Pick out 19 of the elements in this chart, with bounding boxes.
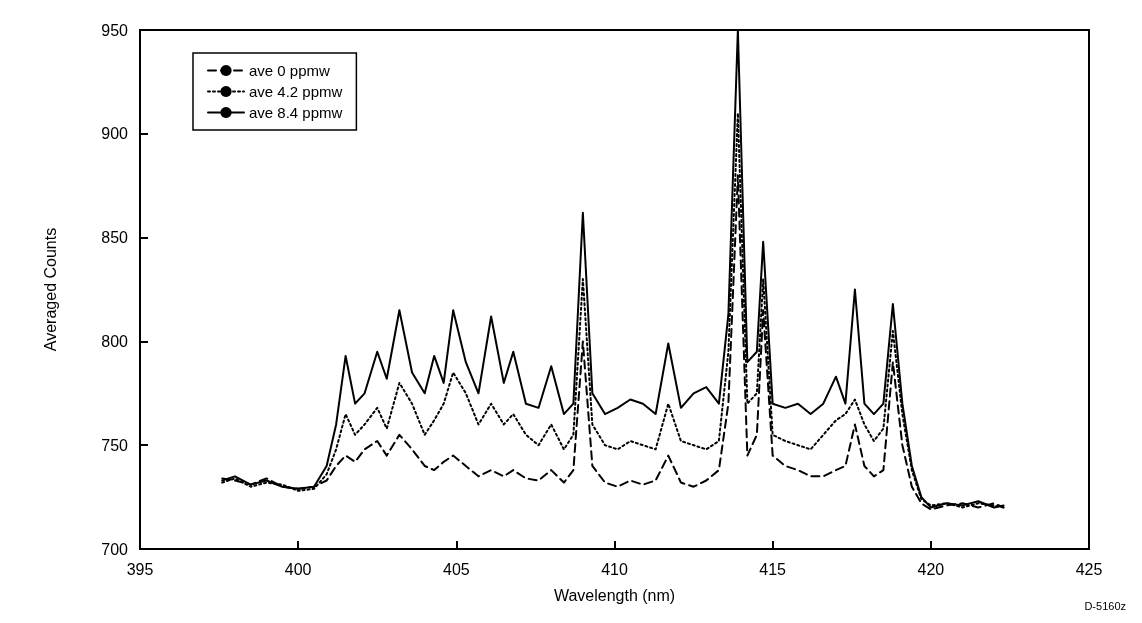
y-tick-label: 900	[101, 125, 129, 143]
x-tick-label: 420	[917, 560, 945, 578]
legend-label: ave 0 ppmw	[249, 62, 331, 79]
x-axis-title: Wavelength (nm)	[553, 586, 676, 604]
legend-label: ave 8.4 ppmw	[249, 104, 343, 121]
y-tick-label: 750	[101, 436, 129, 454]
y-tick-label: 800	[101, 332, 129, 350]
y-tick-label: 850	[101, 229, 129, 247]
y-axis-title: Averaged Counts	[41, 227, 59, 352]
x-tick-label: 410	[601, 560, 628, 578]
x-tick-label: 405	[442, 560, 470, 578]
x-tick-label: 395	[126, 560, 154, 578]
x-tick-label: 415	[759, 560, 787, 578]
text: D-5160z	[1084, 599, 1126, 612]
x-tick-label: 400	[284, 560, 312, 578]
y-tick-label: 700	[101, 540, 129, 558]
legend-label: ave 4.2 ppmw	[249, 83, 343, 100]
y-tick-label: 950	[101, 21, 129, 39]
x-tick-label: 425	[1075, 560, 1103, 578]
